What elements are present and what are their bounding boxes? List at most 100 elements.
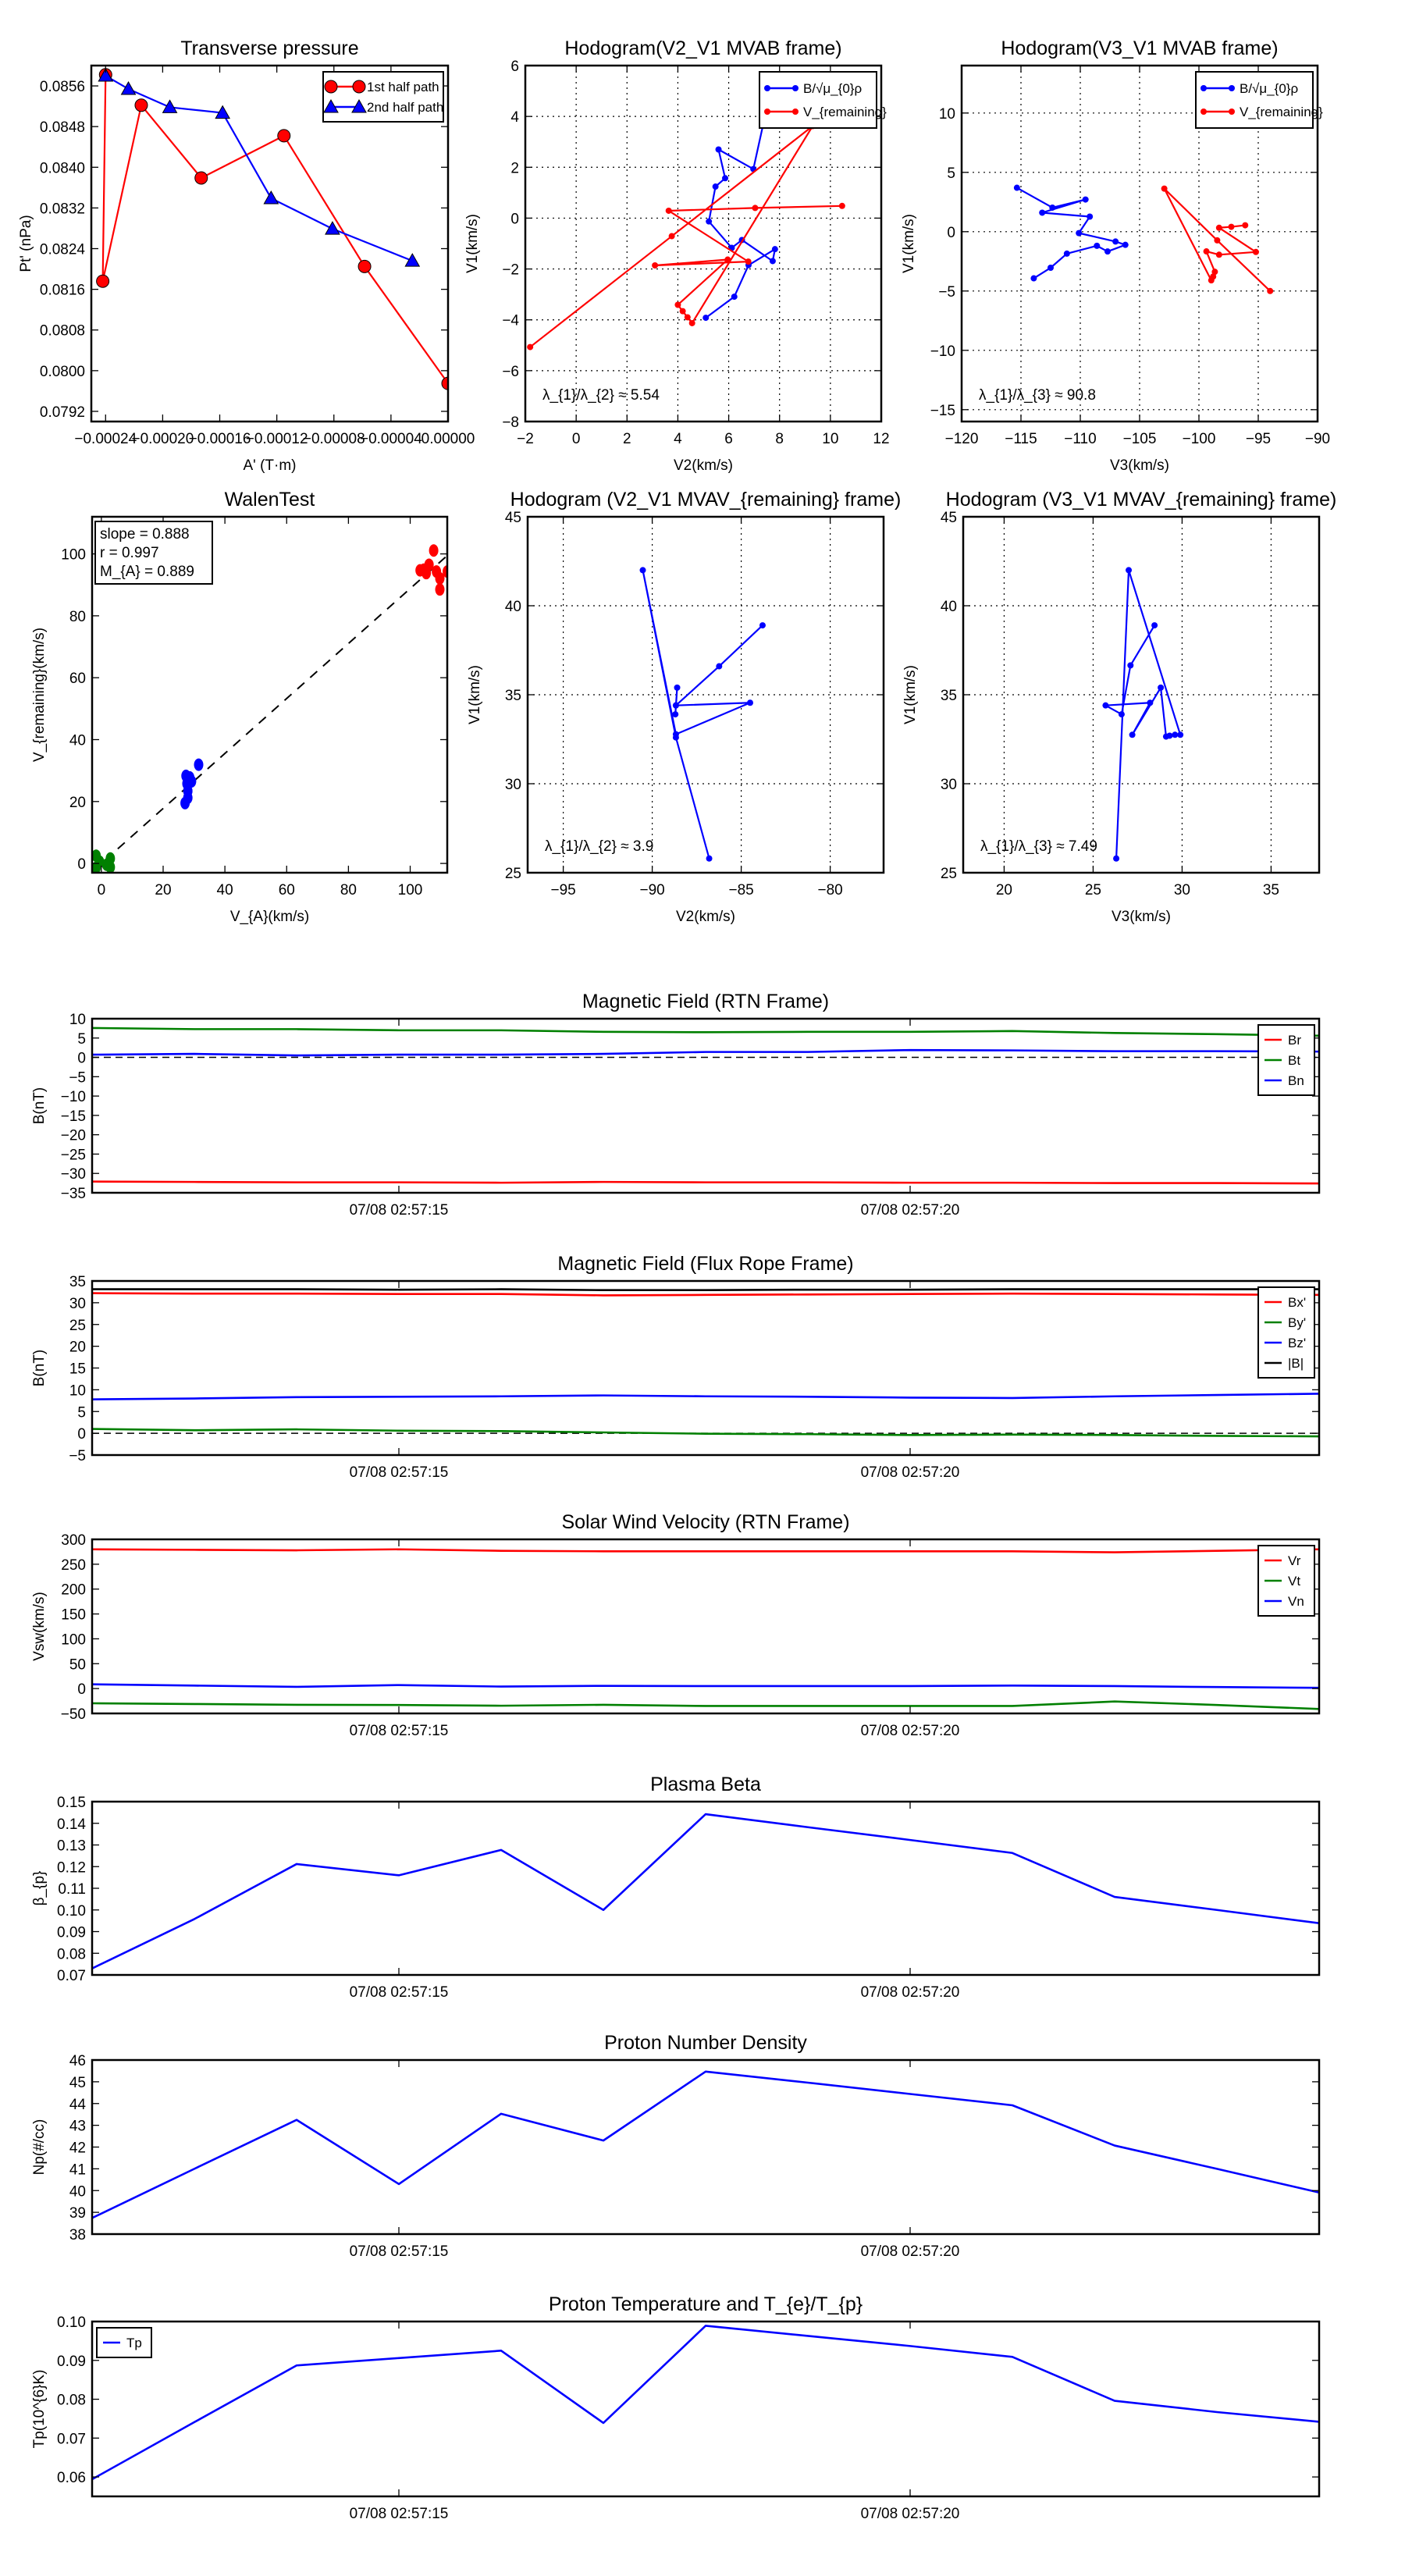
data-point <box>1215 224 1222 231</box>
y-tick-label: −15 <box>930 403 955 419</box>
legend-entry: B/√μ_{0}ρ <box>764 81 862 96</box>
axes-frame <box>526 515 885 874</box>
data-point <box>639 567 646 574</box>
x-tick-label: 0 <box>572 431 581 447</box>
legend-marker <box>1229 85 1235 91</box>
legend-frame <box>1257 1286 1315 1379</box>
data-point <box>1118 711 1125 718</box>
y-tick-label: 25 <box>505 866 521 882</box>
walen-stats-box: slope = 0.888 r = 0.997 M_{A} = 0.889 <box>94 521 213 585</box>
y-tick-label: 0 <box>77 1051 86 1067</box>
series-line <box>92 2325 1319 2481</box>
data-point <box>96 274 110 288</box>
y-tick-label: 0.15 <box>57 1795 86 1811</box>
data-point <box>752 205 759 212</box>
legend-label: Tp <box>126 2336 142 2350</box>
legend-marker <box>324 80 338 94</box>
series-line <box>529 125 842 348</box>
y-tick-label: 43 <box>69 2119 86 2135</box>
data-point <box>688 319 695 326</box>
chart-title: Plasma Beta <box>650 1774 761 1795</box>
y-tick-label: 0.0840 <box>40 160 85 176</box>
y-tick-label: 5 <box>947 165 955 182</box>
eigenvalue-ratio-annotation: λ_{1}/λ_{3} ≈ 7.49 <box>980 838 1097 855</box>
x-axis-label: V3(km/s) <box>1110 457 1169 474</box>
y-tick-label: 0 <box>77 856 86 873</box>
x-tick-label: 07/08 02:57:20 <box>861 1464 960 1481</box>
y-tick-label: 100 <box>61 547 86 564</box>
stats-line: M_{A} = 0.889 <box>100 564 194 580</box>
y-tick-label: 0.0792 <box>40 404 85 421</box>
x-tick-label: 07/08 02:57:15 <box>350 2243 449 2260</box>
x-tick-label: 12 <box>873 431 889 447</box>
legend-label: V_{remaining} <box>803 105 887 119</box>
data-point <box>1210 273 1217 280</box>
y-tick-label: 0.08 <box>57 2393 86 2409</box>
chart-tp: 07/08 02:57:15 07/08 02:57:20 0.06 0.07 0.08… <box>31 2293 1321 2522</box>
y-axis-label: Np(#/cc) <box>31 2119 48 2176</box>
x-tick-label: 25 <box>1085 882 1101 898</box>
legend-frame <box>1195 71 1314 129</box>
y-tick-label: −6 <box>502 364 519 380</box>
data-point <box>1048 265 1054 272</box>
y-tick-label: 50 <box>69 1656 86 1673</box>
chart-title: Proton Temperature and T_{e}/T_{p} <box>549 2293 863 2315</box>
chart-b_rtn: 07/08 02:57:15 07/08 02:57:20 −35 −30 −25 −20… <box>31 991 1321 1219</box>
data-point <box>94 855 105 868</box>
series-red <box>415 544 447 596</box>
x-tick-label: 2 <box>623 431 631 447</box>
y-tick-label: 42 <box>69 2140 86 2157</box>
data-point <box>1228 223 1235 230</box>
axes-frame <box>91 1538 1321 1715</box>
data-point <box>98 68 114 82</box>
x-tick-label: −80 <box>817 882 842 898</box>
y-tick-label: 10 <box>69 1012 86 1028</box>
data-point <box>1129 731 1136 738</box>
data-point <box>1102 702 1109 709</box>
plot-area <box>639 567 766 862</box>
y-axis-label: V1(km/s) <box>464 214 481 273</box>
y-tick-label: 200 <box>61 1582 86 1599</box>
series-b <box>639 567 766 862</box>
x-tick-label: −2 <box>517 431 534 447</box>
x-tick-label: 07/08 02:57:20 <box>861 2243 960 2260</box>
y-axis-label: Tp(10^{6}K) <box>31 2370 48 2449</box>
plot-area <box>92 544 447 873</box>
y-tick-label: 0.0848 <box>40 119 85 136</box>
stats-line: slope = 0.888 <box>100 526 190 543</box>
data-point <box>1151 622 1158 629</box>
series-np <box>92 2070 1319 2219</box>
data-point <box>1267 287 1274 294</box>
y-axis-label: V1(km/s) <box>902 665 919 724</box>
legend-label: 2nd half path <box>367 100 443 115</box>
y-tick-label: 45 <box>505 510 521 526</box>
series-tp <box>92 2325 1319 2481</box>
legend-entry: B/√μ_{0}ρ <box>1200 81 1298 96</box>
x-tick-label: 07/08 02:57:15 <box>350 1464 449 1481</box>
y-tick-label: 0.0816 <box>40 283 85 299</box>
y-tick-label: 0 <box>510 211 519 227</box>
y-tick-label: 0.07 <box>57 2431 86 2447</box>
y-tick-label: 2 <box>510 160 519 176</box>
x-tick-label: 07/08 02:57:15 <box>350 1202 449 1219</box>
data-point <box>1122 241 1129 248</box>
series-line <box>92 1180 1319 1185</box>
y-tick-label: 30 <box>505 777 521 793</box>
y-tick-label: 25 <box>941 866 957 882</box>
data-point <box>1094 242 1101 249</box>
data-point <box>325 221 340 235</box>
data-point <box>404 253 421 267</box>
legend: 1st half path 2nd half path <box>322 71 444 123</box>
x-tick-label: −105 <box>1123 431 1157 447</box>
x-tick-label: −95 <box>1246 431 1271 447</box>
y-tick-label: 0.10 <box>57 2314 86 2331</box>
data-point <box>441 376 448 390</box>
y-tick-label: −15 <box>61 1108 86 1125</box>
data-point <box>1147 699 1154 706</box>
data-point <box>194 758 204 771</box>
data-point <box>759 622 766 629</box>
legend-label: Vt <box>1288 1574 1300 1589</box>
chart-title: Solar Wind Velocity (RTN Frame) <box>561 1511 849 1533</box>
x-tick-label: 80 <box>340 882 357 898</box>
x-tick-label: 40 <box>217 882 233 898</box>
